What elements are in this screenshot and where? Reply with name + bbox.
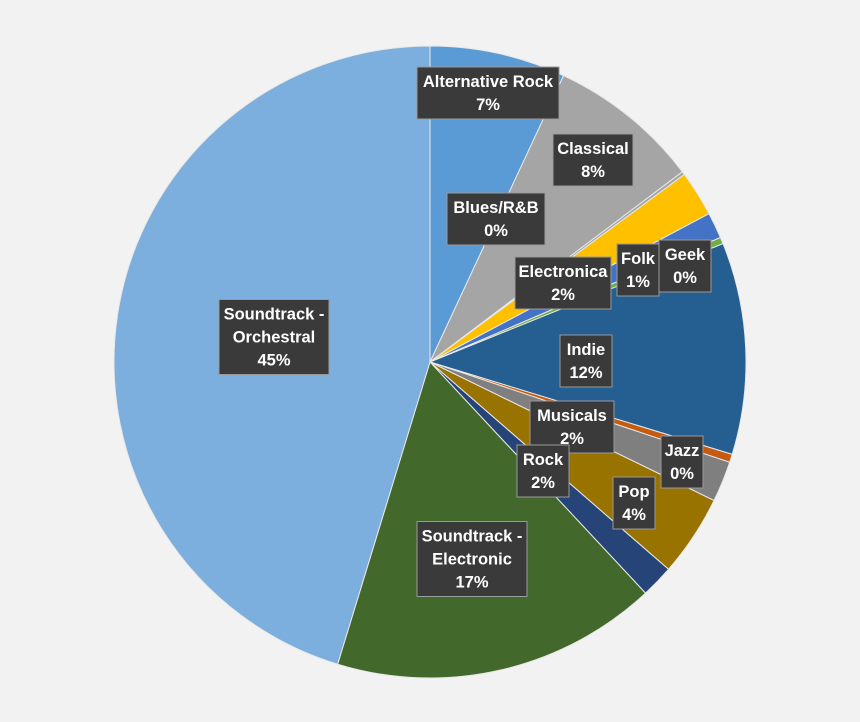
data-label-pop: Pop 4% xyxy=(612,476,656,530)
pie-labels: Alternative Rock 7% Classical 8% Blues/R&B 0%… xyxy=(218,66,712,597)
data-label-value: 4% xyxy=(622,506,646,524)
data-label-box xyxy=(612,476,656,530)
data-label-indie: Indie 12% xyxy=(559,334,613,388)
data-label-box xyxy=(529,400,615,454)
data-label-box xyxy=(514,256,612,310)
data-label-electronica: Electronica 2% xyxy=(514,256,612,310)
data-label-name: Soundtrack - xyxy=(422,528,523,546)
data-label-box xyxy=(660,435,704,489)
data-label-soundtrack-electronic: Soundtrack - Electronic 17% xyxy=(416,521,528,597)
data-label-name: Electronic xyxy=(432,551,512,569)
data-label-value: 8% xyxy=(581,163,605,181)
data-label-box xyxy=(516,444,570,498)
data-label-name: Pop xyxy=(618,483,649,501)
data-label-value: 2% xyxy=(531,474,555,492)
data-label-name: Indie xyxy=(567,341,606,359)
data-label-value: 1% xyxy=(626,273,650,291)
data-label-box xyxy=(616,243,660,297)
data-label-name: Folk xyxy=(621,250,656,268)
data-label-box xyxy=(552,133,634,187)
data-label-name: Rock xyxy=(523,451,564,469)
data-label-value: 0% xyxy=(484,222,508,240)
data-label-value: 0% xyxy=(670,465,694,483)
data-label-name: Jazz xyxy=(665,442,700,460)
data-label-name: Alternative Rock xyxy=(423,73,554,91)
data-label-soundtrack-orchestral: Soundtrack - Orchestral 45% xyxy=(218,299,330,375)
data-label-box xyxy=(416,66,560,120)
data-label-box xyxy=(658,239,712,293)
data-label-box xyxy=(416,521,528,597)
data-label-value: 17% xyxy=(455,574,488,592)
pie-slice-soundtrack-electronic xyxy=(336,361,647,679)
data-label-blues-randb: Blues/R&B 0% xyxy=(446,192,546,246)
data-label-name: Soundtrack - xyxy=(224,306,325,324)
data-label-classical: Classical 8% xyxy=(552,133,634,187)
data-label-name: Musicals xyxy=(537,407,607,425)
data-label-box xyxy=(218,299,330,375)
data-label-name: Blues/R&B xyxy=(453,199,538,217)
data-label-jazz: Jazz 0% xyxy=(660,435,704,489)
data-label-value: 2% xyxy=(551,286,575,304)
data-label-value: 7% xyxy=(476,96,500,114)
data-label-value: 12% xyxy=(569,364,602,382)
data-label-box xyxy=(446,192,546,246)
data-label-name: Classical xyxy=(557,140,629,158)
data-label-value: 2% xyxy=(560,430,584,448)
data-label-box xyxy=(559,334,613,388)
data-label-rock: Rock 2% xyxy=(516,444,570,498)
data-label-name: Geek xyxy=(665,246,706,264)
data-label-name: Orchestral xyxy=(233,329,316,347)
data-label-value: 45% xyxy=(257,352,290,370)
data-label-name: Electronica xyxy=(519,263,609,281)
data-label-value: 0% xyxy=(673,269,697,287)
data-label-geek: Geek 0% xyxy=(658,239,712,293)
data-label-musicals: Musicals 2% xyxy=(529,400,615,454)
data-label-alternative-rock: Alternative Rock 7% xyxy=(416,66,560,120)
data-label-folk: Folk 1% xyxy=(616,243,660,297)
